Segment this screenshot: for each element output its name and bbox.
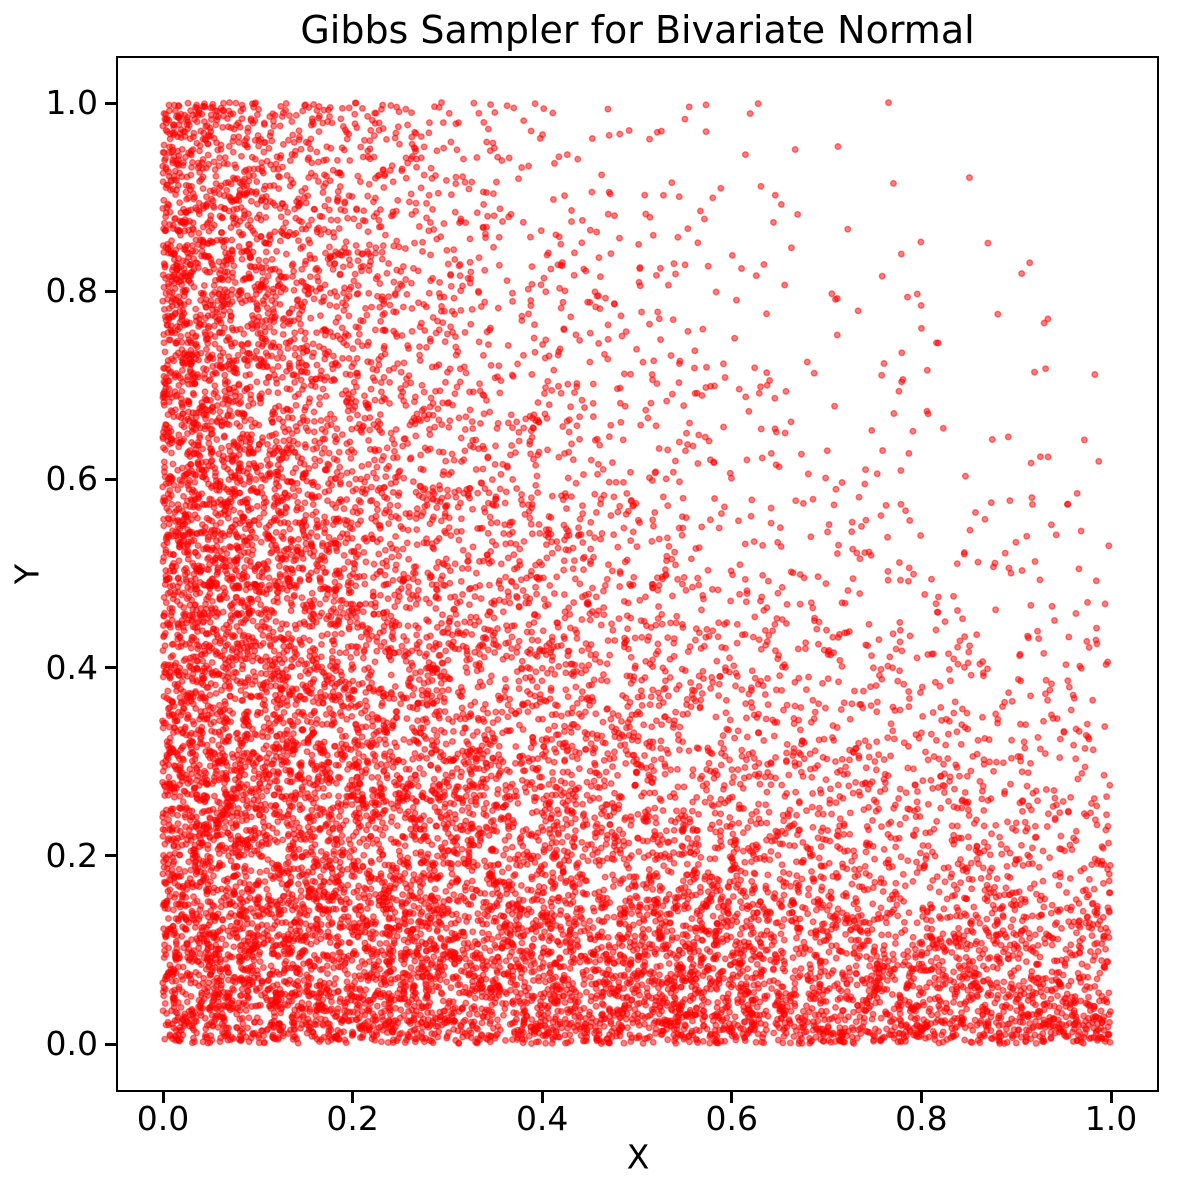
x-tick-label: 0.0	[136, 1099, 190, 1138]
y-tick-label: 0.4	[45, 647, 98, 687]
y-tick-label: 0.8	[45, 271, 98, 311]
x-axis-label: X	[626, 1137, 650, 1177]
x-tick-label: 1.0	[1084, 1099, 1138, 1138]
y-axis-label: Y	[7, 563, 47, 585]
x-tick	[1109, 1092, 1113, 1103]
x-tick-label: 0.4	[515, 1099, 569, 1138]
x-tick-label: 0.8	[895, 1099, 948, 1138]
y-tick-label: 0.2	[45, 835, 98, 875]
x-tick	[351, 1092, 355, 1103]
x-tick	[161, 1092, 165, 1103]
y-tick-label: 0.6	[45, 459, 98, 499]
axes-frame	[116, 56, 1159, 1092]
y-tick	[105, 289, 116, 293]
x-tick-label: 0.6	[705, 1099, 759, 1138]
x-tick	[540, 1092, 544, 1103]
y-tick	[105, 666, 116, 670]
y-tick	[105, 1042, 116, 1046]
y-tick	[105, 477, 116, 481]
x-tick	[730, 1092, 734, 1103]
y-tick	[105, 854, 116, 858]
scatter-canvas	[118, 58, 1156, 1089]
plot-title: Gibbs Sampler for Bivariate Normal	[300, 8, 975, 52]
y-tick-label: 0.0	[45, 1024, 98, 1063]
x-tick-label: 0.2	[326, 1099, 379, 1138]
y-tick-label: 1.0	[45, 83, 98, 122]
x-tick	[919, 1092, 923, 1103]
y-tick	[105, 101, 116, 105]
